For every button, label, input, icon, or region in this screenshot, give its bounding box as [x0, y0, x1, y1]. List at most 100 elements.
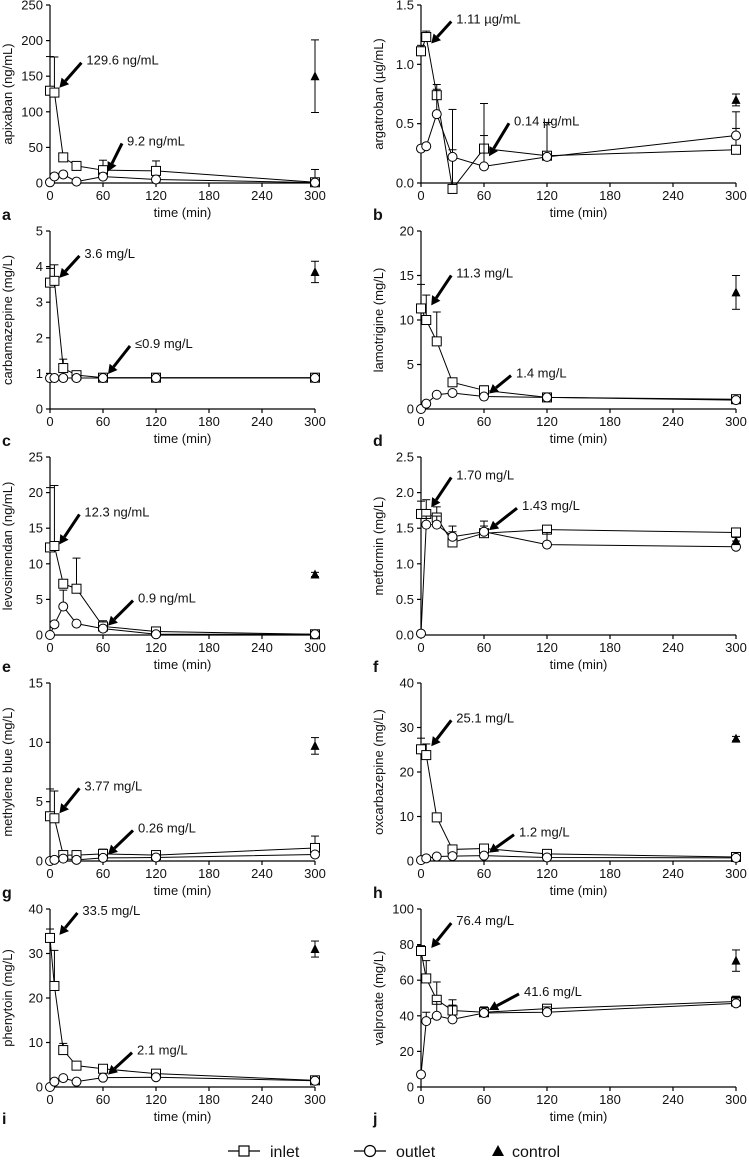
annotation-label: 1.4 mg/L [516, 366, 567, 381]
y-tick-label: 0 [36, 402, 43, 417]
data-point-control [310, 740, 320, 750]
y-tick-label: 20 [400, 765, 414, 780]
annotation: 9.2 ng/mL [107, 133, 185, 172]
annotation-label: 1.70 mg/L [456, 467, 514, 482]
x-axis-label: time (min) [550, 431, 608, 446]
annotation-arrow-head [108, 363, 118, 374]
data-point-outlet [49, 171, 60, 182]
data-point-inlet [731, 527, 741, 538]
legend-control: control [492, 1144, 560, 1161]
series-line [420, 392, 737, 410]
annotation-arrow-shaft [492, 122, 511, 150]
data-point-outlet [71, 1076, 82, 1087]
x-axis-label: time (min) [154, 657, 212, 672]
x-tick-label: 120 [536, 414, 558, 429]
annotation-arrow-shaft [495, 507, 518, 526]
data-point-outlet [310, 849, 320, 860]
x-tick-label: 240 [662, 640, 684, 655]
legend-outlet-marker [363, 1144, 377, 1158]
x-tick-label: 60 [96, 188, 110, 203]
annotation: 1.11 µg/mL [431, 12, 521, 44]
y-tick-label: 100 [392, 902, 414, 917]
y-tick-label: 1.0 [396, 556, 414, 571]
x-tick-label: 60 [477, 414, 491, 429]
data-point-outlet [431, 519, 442, 530]
data-point-outlet [447, 151, 458, 162]
data-point-outlet [431, 1010, 442, 1021]
data-point-control [731, 955, 741, 965]
annotation-arrow-head [108, 844, 118, 855]
legend-inlet-marker [238, 1145, 250, 1157]
data-point-outlet [416, 628, 426, 639]
legend-inlet: inlet [228, 1144, 300, 1161]
x-tick-label: 300 [725, 414, 747, 429]
legend-control-marker [492, 1145, 504, 1156]
annotation-arrow-shaft [63, 787, 81, 808]
y-tick-label: 5 [36, 592, 43, 607]
series-line [421, 513, 737, 544]
x-tick-label: 0 [46, 1092, 53, 1107]
x-axis-label: time (min) [154, 1109, 212, 1124]
series-outlet [45, 589, 320, 640]
data-point-outlet [542, 1007, 552, 1018]
data-point-control [731, 94, 741, 104]
x-tick-label: 300 [304, 1092, 326, 1107]
x-tick-label: 180 [599, 414, 621, 429]
y-tick-label: 20 [400, 1044, 414, 1059]
data-point-outlet [98, 852, 108, 863]
annotation: 1.2 mg/L [489, 825, 570, 853]
x-axis-label: time (min) [550, 1109, 608, 1124]
data-point-inlet [421, 973, 432, 984]
annotation: 0.14 µg/mL [489, 113, 579, 157]
annotation-label: ≤0.9 mg/L [135, 336, 193, 351]
y-tick-label: 2 [36, 330, 43, 345]
data-point-inlet [421, 32, 432, 43]
x-tick-label: 180 [599, 866, 621, 881]
x-tick-label: 300 [725, 640, 747, 655]
x-tick-label: 120 [536, 188, 558, 203]
series-control [310, 737, 320, 755]
series-outlet [416, 387, 741, 414]
x-tick-label: 0 [46, 188, 53, 203]
annotation-label: 0.14 µg/mL [514, 113, 579, 128]
data-point-outlet [310, 373, 320, 384]
data-point-control [310, 71, 320, 81]
data-point-outlet [58, 373, 69, 384]
y-tick-label: 0 [36, 1080, 43, 1095]
annotation-label: 3.6 mg/L [84, 246, 135, 261]
data-point-outlet [58, 1073, 69, 1084]
y-tick-label: 15 [29, 521, 43, 536]
series-inlet [416, 737, 741, 862]
data-point-outlet [71, 373, 82, 384]
series-inlet [416, 283, 741, 405]
data-point-inlet [45, 932, 55, 943]
panel-b: 0.0 0.5 1.0 1.5 0 60 120 180 240 300 time (min) arg… [371, 0, 747, 224]
annotation-label: 1.2 mg/L [519, 825, 570, 840]
annotation: 2.1 mg/L [108, 1043, 188, 1075]
data-point-outlet [310, 177, 320, 188]
data-point-outlet [71, 854, 82, 865]
series-line [420, 748, 737, 858]
legend: inlet outlet control [228, 1144, 560, 1161]
y-tick-label: 0 [36, 176, 43, 191]
y-axis-label: lamotrigine (mg/L) [371, 268, 386, 373]
x-tick-label: 300 [725, 1092, 747, 1107]
x-tick-label: 300 [304, 188, 326, 203]
x-tick-label: 240 [251, 1092, 273, 1107]
annotation-arrow-shaft [495, 833, 515, 849]
x-tick-label: 300 [725, 866, 747, 881]
x-tick-label: 0 [417, 414, 424, 429]
data-point-outlet [421, 141, 432, 152]
x-axis-label: time (min) [550, 657, 608, 672]
y-tick-label: 20 [29, 485, 43, 500]
annotation-arrow-head [108, 1064, 119, 1075]
data-point-inlet [416, 46, 426, 57]
x-tick-label: 300 [304, 640, 326, 655]
annotation-arrow-shaft [64, 254, 81, 273]
annotation: 0.9 ng/mL [108, 591, 196, 626]
x-tick-label: 60 [477, 640, 491, 655]
data-point-outlet [421, 398, 432, 409]
y-axis-label: carbamazepine (mg/L) [0, 255, 15, 385]
panel-e: 0 5 10 15 20 25 0 60 120 180 240 300 time (min) levos… [0, 450, 326, 677]
